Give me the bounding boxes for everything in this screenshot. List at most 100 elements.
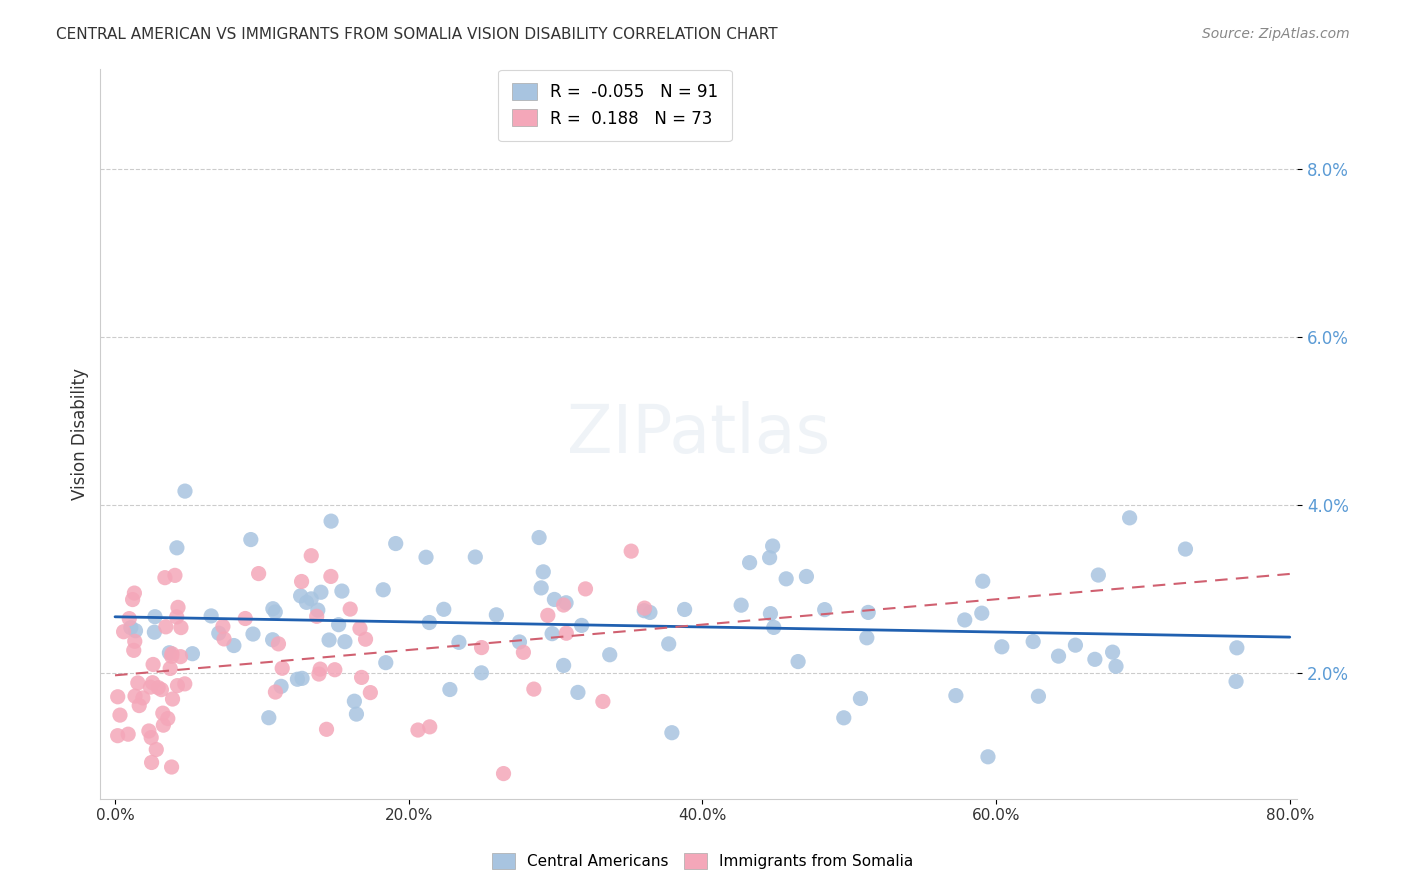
Point [328, 617, 350, 632]
Point [673, 602, 696, 616]
Point [762, 620, 785, 634]
Point [222, 639, 245, 653]
Point [541, 626, 564, 640]
Point [471, 640, 494, 655]
Point [141, 731, 163, 745]
Point [796, 569, 818, 583]
Point [977, 749, 1000, 764]
Point [571, 618, 593, 632]
Point [143, 625, 166, 640]
Point [309, 585, 332, 599]
Point [267, 637, 290, 651]
Point [299, 549, 322, 563]
Point [354, 632, 377, 647]
Point [661, 725, 683, 739]
Point [330, 584, 353, 599]
Legend: Central Americans, Immigrants from Somalia: Central Americans, Immigrants from Somal… [486, 847, 920, 875]
Point [128, 698, 150, 713]
Point [531, 565, 554, 579]
Point [775, 572, 797, 586]
Point [419, 720, 441, 734]
Point [148, 681, 170, 695]
Point [418, 615, 440, 630]
Point [970, 606, 993, 620]
Point [181, 647, 204, 661]
Point [333, 634, 356, 648]
Point [156, 712, 179, 726]
Point [247, 566, 270, 581]
Point [592, 694, 614, 708]
Point [120, 621, 142, 635]
Point [127, 676, 149, 690]
Text: CENTRAL AMERICAN VS IMMIGRANTS FROM SOMALIA VISION DISABILITY CORRELATION CHART: CENTRAL AMERICAN VS IMMIGRANTS FROM SOMA… [56, 27, 778, 42]
Point [141, 675, 163, 690]
Point [945, 689, 967, 703]
Point [759, 607, 782, 621]
Point [262, 632, 284, 647]
Point [1022, 634, 1045, 648]
Point [309, 662, 332, 676]
Point [858, 606, 880, 620]
Point [439, 682, 461, 697]
Point [142, 657, 165, 672]
Point [239, 533, 262, 547]
Point [508, 635, 530, 649]
Text: ZIPatlas: ZIPatlas [567, 401, 831, 467]
Point [1174, 542, 1197, 557]
Point [242, 627, 264, 641]
Legend: R =  -0.055   N = 91, R =  0.188   N = 73: R = -0.055 N = 91, R = 0.188 N = 73 [498, 70, 731, 141]
Point [762, 539, 785, 553]
Point [972, 574, 994, 589]
Point [200, 608, 222, 623]
Point [264, 685, 287, 699]
Point [574, 582, 596, 596]
Point [814, 602, 837, 616]
Point [150, 682, 173, 697]
Point [1087, 568, 1109, 582]
Point [832, 711, 855, 725]
Point [433, 602, 456, 616]
Point [170, 621, 193, 635]
Point [350, 670, 373, 684]
Point [159, 661, 181, 675]
Point [633, 601, 655, 615]
Point [537, 608, 560, 623]
Point [543, 592, 565, 607]
Point [638, 606, 661, 620]
Point [658, 637, 681, 651]
Point [373, 582, 395, 597]
Point [108, 708, 131, 723]
Point [290, 574, 312, 589]
Point [343, 694, 366, 708]
Point [153, 571, 176, 585]
Point [384, 536, 406, 550]
Point [169, 649, 191, 664]
Point [290, 589, 312, 603]
Point [318, 632, 340, 647]
Point [157, 646, 180, 660]
Point [132, 690, 155, 705]
Point [849, 691, 872, 706]
Point [512, 645, 534, 659]
Point [527, 531, 550, 545]
Point [1118, 511, 1140, 525]
Point [295, 595, 318, 609]
Point [1226, 640, 1249, 655]
Point [152, 706, 174, 721]
Point [485, 607, 508, 622]
Point [107, 690, 129, 704]
Point [166, 541, 188, 555]
Point [406, 723, 429, 737]
Point [107, 729, 129, 743]
Point [553, 658, 575, 673]
Point [553, 598, 575, 612]
Point [141, 756, 163, 770]
Point [160, 649, 183, 664]
Point [346, 707, 368, 722]
Point [299, 591, 322, 606]
Point [264, 605, 287, 619]
Point [359, 685, 381, 699]
Point [349, 622, 371, 636]
Point [730, 598, 752, 612]
Point [758, 550, 780, 565]
